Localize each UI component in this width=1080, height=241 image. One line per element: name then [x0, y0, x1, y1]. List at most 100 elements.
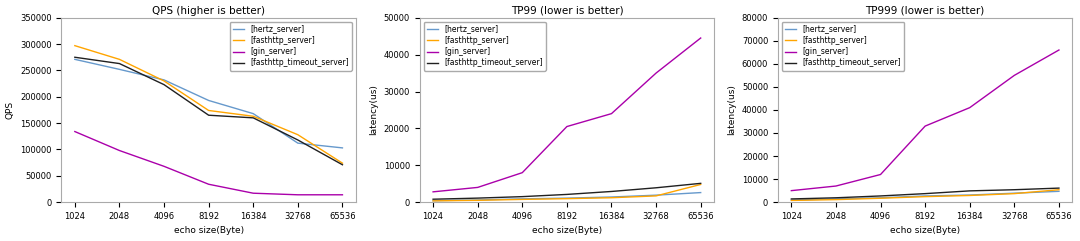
[fasthttp_server]: [202, 109, 215, 112]
[fasthttp_server]: [561, 197, 573, 200]
[hertz_server]: [68, 58, 81, 61]
[gin_server]: [874, 173, 887, 176]
[fasthttp_timeout_server]: [919, 192, 932, 195]
[gin_server]: [471, 186, 484, 189]
Line: [fasthttp_timeout_server]: [fasthttp_timeout_server]: [75, 57, 342, 165]
[gin_server]: [785, 189, 798, 192]
[fasthttp_server]: [874, 197, 887, 200]
[gin_server]: [829, 185, 842, 187]
[fasthttp_timeout_server]: [427, 198, 440, 201]
[fasthttp_server]: [427, 200, 440, 202]
Line: [hertz_server]: [hertz_server]: [792, 191, 1059, 200]
[fasthttp_timeout_server]: [516, 195, 529, 198]
[fasthttp_server]: [694, 183, 707, 186]
[gin_server]: [605, 112, 618, 115]
[fasthttp_server]: [785, 199, 798, 202]
Line: [gin_server]: [gin_server]: [792, 50, 1059, 191]
Y-axis label: latency(us): latency(us): [727, 85, 737, 135]
[fasthttp_server]: [919, 195, 932, 198]
[hertz_server]: [649, 194, 662, 197]
[fasthttp_server]: [336, 162, 349, 165]
Line: [fasthttp_server]: [fasthttp_server]: [433, 184, 701, 201]
Title: QPS (higher is better): QPS (higher is better): [152, 6, 266, 16]
[fasthttp_timeout_server]: [292, 139, 305, 141]
[hertz_server]: [471, 199, 484, 201]
[fasthttp_timeout_server]: [649, 186, 662, 189]
[fasthttp_timeout_server]: [963, 189, 976, 192]
[hertz_server]: [694, 191, 707, 194]
[fasthttp_server]: [158, 80, 171, 82]
[hertz_server]: [1008, 192, 1021, 195]
[fasthttp_timeout_server]: [471, 197, 484, 200]
[hertz_server]: [246, 112, 259, 115]
Line: [gin_server]: [gin_server]: [433, 38, 701, 192]
Line: [fasthttp_timeout_server]: [fasthttp_timeout_server]: [792, 188, 1059, 199]
[hertz_server]: [605, 195, 618, 198]
[fasthttp_server]: [1053, 188, 1066, 191]
[hertz_server]: [292, 142, 305, 145]
[gin_server]: [963, 106, 976, 109]
[gin_server]: [292, 193, 305, 196]
[hertz_server]: [202, 99, 215, 102]
Line: [hertz_server]: [hertz_server]: [433, 193, 701, 201]
[gin_server]: [649, 72, 662, 74]
[fasthttp_server]: [829, 198, 842, 201]
[fasthttp_timeout_server]: [605, 190, 618, 193]
[gin_server]: [113, 149, 126, 152]
[gin_server]: [336, 193, 349, 196]
[fasthttp_timeout_server]: [561, 193, 573, 196]
[hertz_server]: [516, 197, 529, 200]
[fasthttp_timeout_server]: [1053, 187, 1066, 190]
[fasthttp_timeout_server]: [246, 116, 259, 119]
[hertz_server]: [785, 199, 798, 201]
[fasthttp_server]: [471, 199, 484, 202]
[fasthttp_timeout_server]: [1008, 188, 1021, 191]
Y-axis label: QPS: QPS: [5, 101, 14, 119]
Y-axis label: latency(us): latency(us): [369, 85, 378, 135]
[fasthttp_timeout_server]: [158, 83, 171, 86]
[fasthttp_timeout_server]: [694, 182, 707, 185]
[fasthttp_server]: [68, 44, 81, 47]
[hertz_server]: [427, 199, 440, 202]
Legend: [hertz_server], [fasthttp_server], [gin_server], [fasthttp_timeout_server]: [hertz_server], [fasthttp_server], [gin_…: [782, 21, 904, 71]
[fasthttp_timeout_server]: [202, 114, 215, 117]
Title: TP99 (lower is better): TP99 (lower is better): [511, 6, 623, 16]
Line: [gin_server]: [gin_server]: [75, 132, 342, 195]
[fasthttp_server]: [649, 194, 662, 197]
[fasthttp_server]: [246, 115, 259, 118]
[gin_server]: [694, 37, 707, 40]
Legend: [hertz_server], [fasthttp_server], [gin_server], [fasthttp_timeout_server]: [hertz_server], [fasthttp_server], [gin_…: [423, 21, 545, 71]
[hertz_server]: [874, 196, 887, 199]
[fasthttp_timeout_server]: [785, 197, 798, 200]
[fasthttp_timeout_server]: [336, 163, 349, 166]
Line: [fasthttp_server]: [fasthttp_server]: [75, 46, 342, 163]
[gin_server]: [68, 130, 81, 133]
[gin_server]: [246, 192, 259, 195]
[gin_server]: [919, 125, 932, 127]
[gin_server]: [202, 183, 215, 186]
[hertz_server]: [336, 147, 349, 149]
[gin_server]: [427, 190, 440, 193]
[fasthttp_server]: [963, 194, 976, 197]
X-axis label: echo size(Byte): echo size(Byte): [890, 227, 960, 235]
Line: [hertz_server]: [hertz_server]: [75, 59, 342, 148]
X-axis label: echo size(Byte): echo size(Byte): [531, 227, 602, 235]
[fasthttp_server]: [113, 58, 126, 61]
[fasthttp_server]: [516, 198, 529, 201]
[hertz_server]: [158, 79, 171, 81]
[fasthttp_server]: [1008, 192, 1021, 195]
[hertz_server]: [113, 68, 126, 71]
[fasthttp_server]: [292, 133, 305, 136]
Line: [fasthttp_server]: [fasthttp_server]: [792, 190, 1059, 201]
[fasthttp_timeout_server]: [113, 62, 126, 65]
[fasthttp_server]: [605, 196, 618, 199]
Title: TP999 (lower is better): TP999 (lower is better): [865, 6, 985, 16]
[hertz_server]: [561, 197, 573, 200]
[hertz_server]: [919, 194, 932, 197]
X-axis label: echo size(Byte): echo size(Byte): [174, 227, 244, 235]
Line: [fasthttp_timeout_server]: [fasthttp_timeout_server]: [433, 183, 701, 199]
[hertz_server]: [829, 197, 842, 200]
[fasthttp_timeout_server]: [829, 196, 842, 199]
[fasthttp_timeout_server]: [68, 56, 81, 59]
[fasthttp_timeout_server]: [874, 194, 887, 197]
